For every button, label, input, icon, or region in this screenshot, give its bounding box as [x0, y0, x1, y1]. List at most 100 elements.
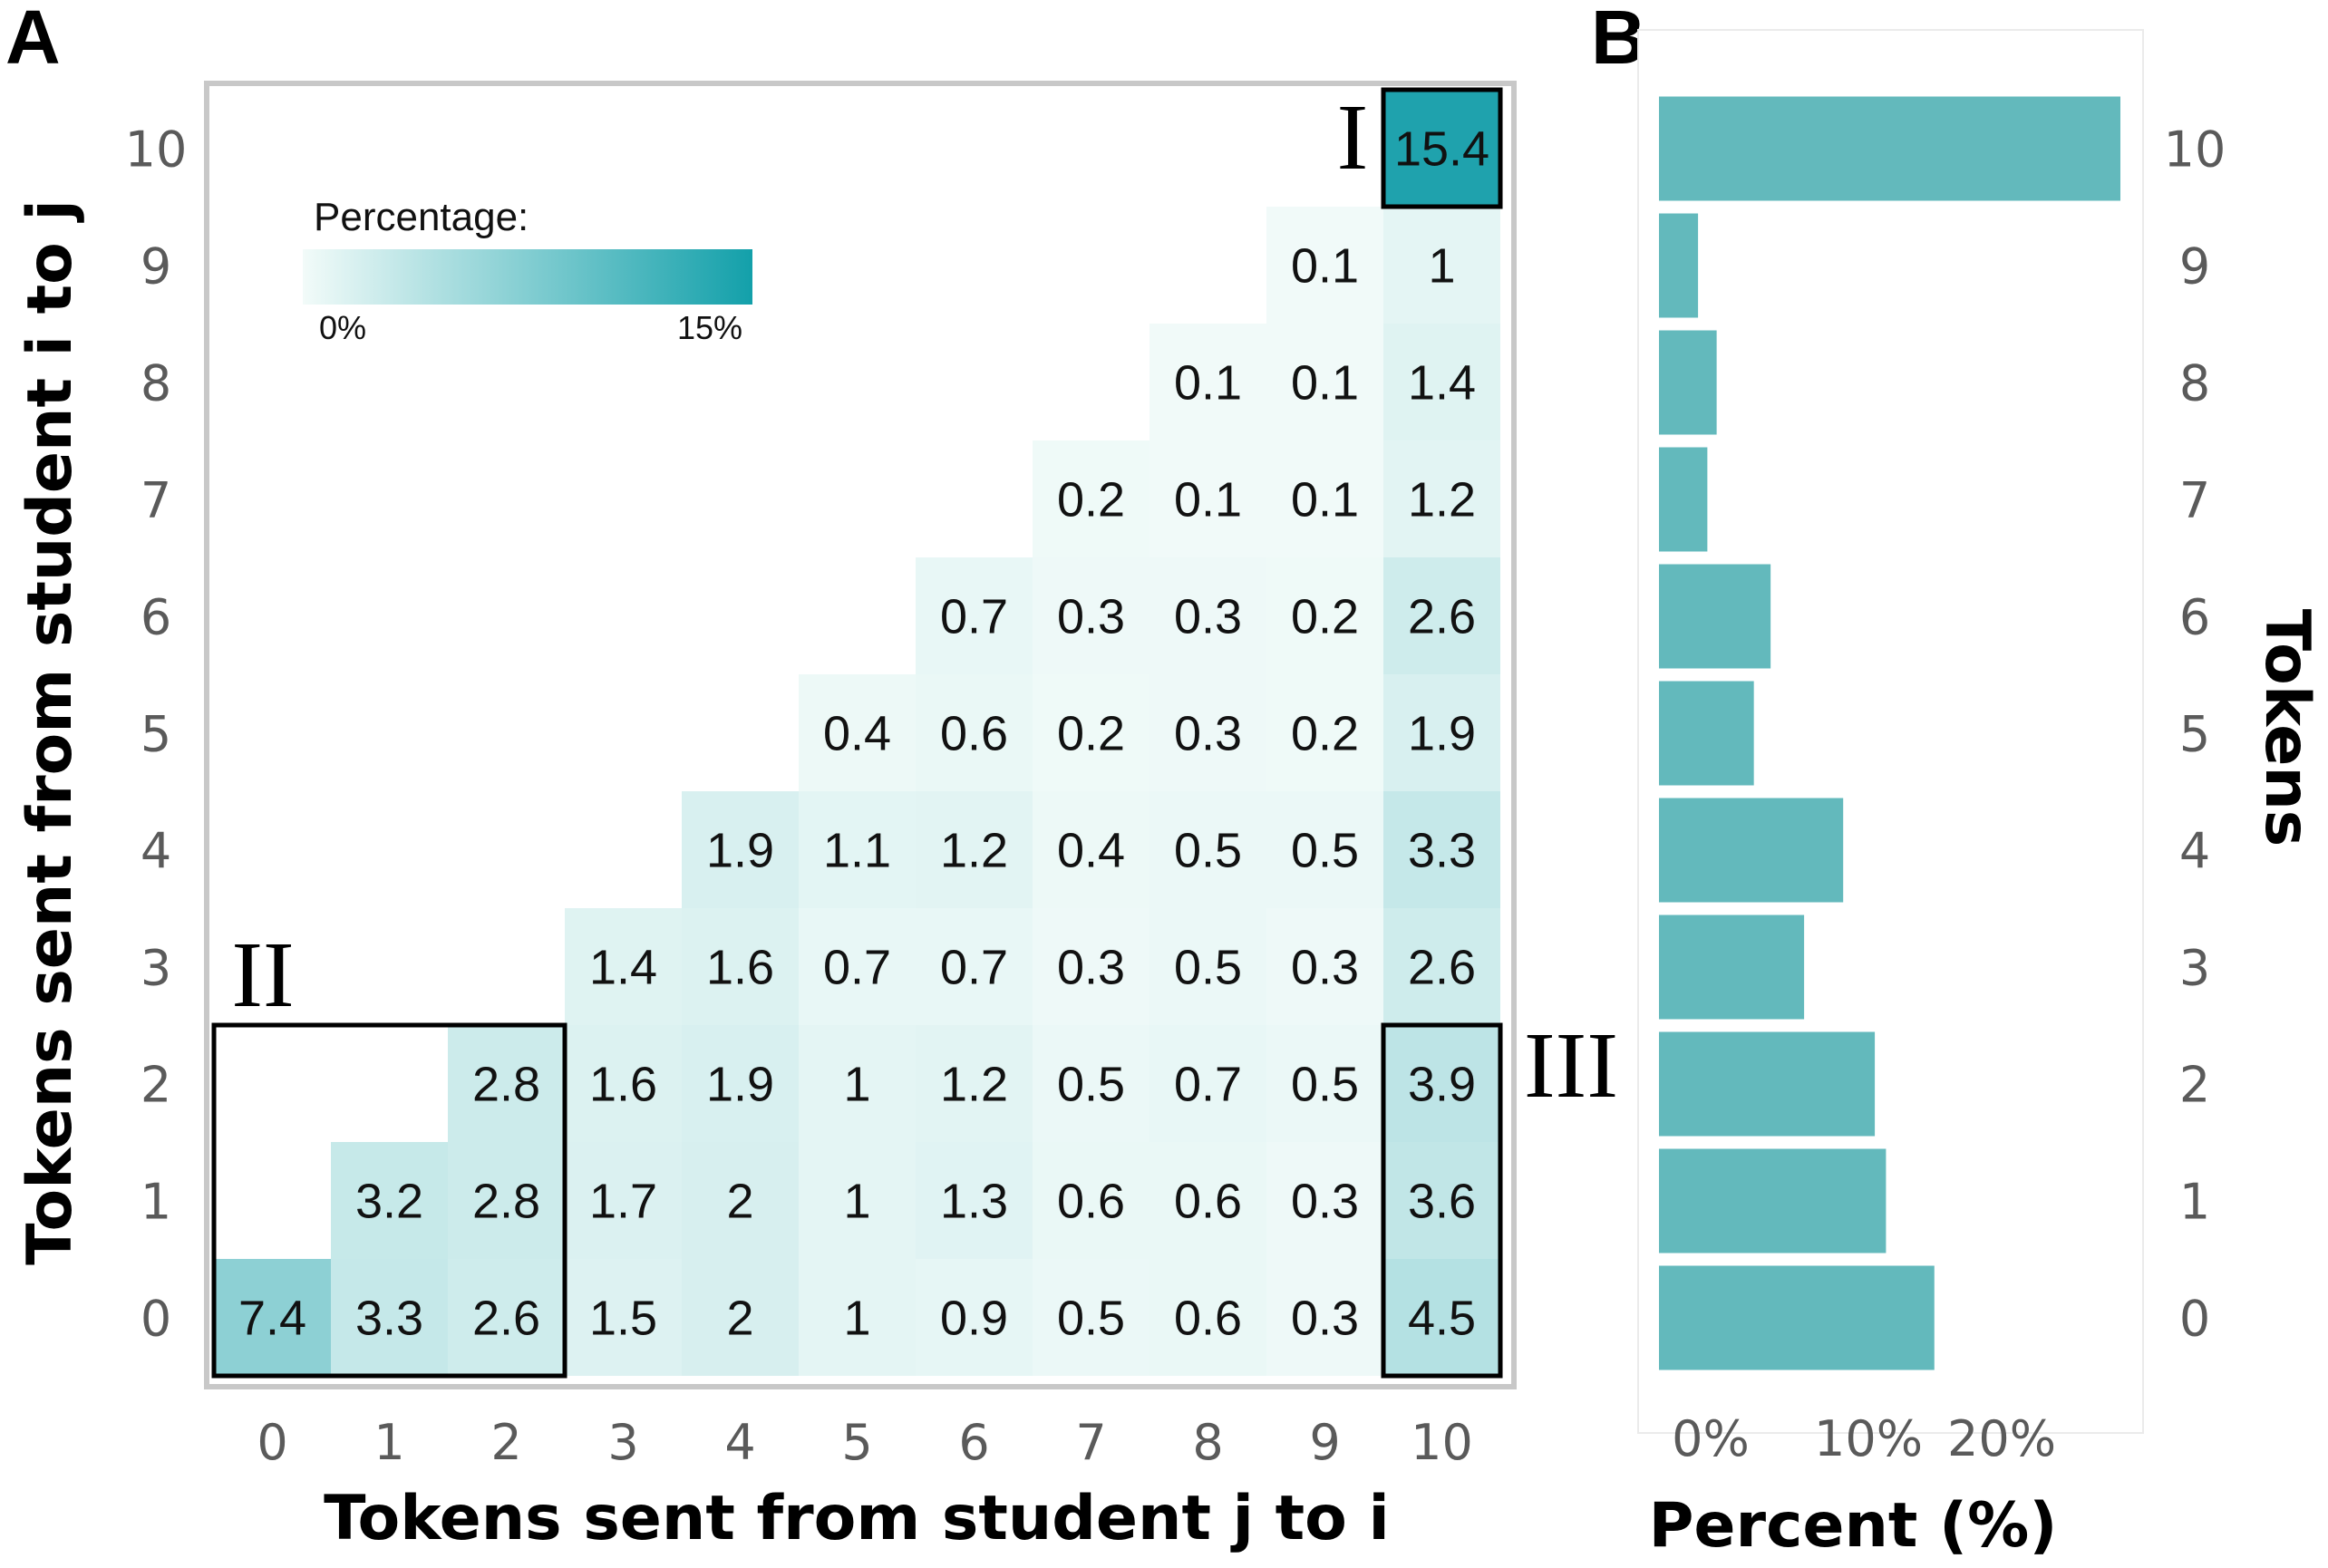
heatmap-cell-label: 0.5 [1174, 824, 1242, 878]
heatmap-cell-label: 2.6 [1408, 941, 1476, 995]
bar-y-tick-label: 9 [2179, 238, 2210, 295]
heatmap-cell [1383, 207, 1500, 324]
heatmap-cell [1266, 1025, 1383, 1142]
heatmap-cell [1266, 1142, 1383, 1259]
bar-x-ticks: 0% 10% 20% [1672, 1410, 2056, 1467]
heatmap-cell-label: 0.3 [1291, 941, 1359, 995]
heatmap-y-tick-label: 10 [125, 121, 188, 179]
heatmap-cell [799, 1025, 916, 1142]
heatmap-cell-label: 0.3 [1174, 707, 1242, 761]
heatmap-cell-label: 1.7 [589, 1175, 657, 1229]
heatmap-cell [1383, 1142, 1500, 1259]
heatmap-x-tick-label: 6 [958, 1414, 989, 1471]
bar-y-tick-label: 7 [2179, 472, 2210, 529]
bar-y-tick-label: 0 [2179, 1291, 2210, 1348]
bar-tokens-9 [1659, 213, 1699, 318]
heatmap-cell-label: 1 [843, 1175, 870, 1229]
heatmap-x-tick-label: 5 [841, 1414, 872, 1471]
heatmap-cell [682, 1259, 799, 1376]
bar-tokens-6 [1659, 564, 1771, 669]
heatmap-cell-label: 2.6 [472, 1292, 540, 1346]
bar-tokens-0 [1659, 1265, 1935, 1370]
heatmap-cell-label: 0.1 [1291, 356, 1359, 411]
heatmap-cell-label: 2.6 [1408, 590, 1476, 644]
heatmap-cell-label: 0.5 [1291, 824, 1359, 878]
heatmap-cell [1383, 908, 1500, 1025]
heatmap-cell-label: 3.9 [1408, 1058, 1476, 1112]
heatmap-cell [1266, 791, 1383, 908]
heatmap-cell [1383, 674, 1500, 791]
heatmap-cell-label: 1.4 [589, 941, 657, 995]
bar-tokens-3 [1659, 915, 1805, 1020]
heatmap-cell [1383, 440, 1500, 557]
heatmap-cell [448, 1025, 565, 1142]
heatmap-cell [916, 791, 1033, 908]
heatmap-cell [1033, 791, 1149, 908]
heatmap-cell [1149, 908, 1266, 1025]
heatmap-cell-label: 1.9 [706, 824, 774, 878]
heatmap-cell-label: 0.1 [1291, 473, 1359, 528]
heatmap-y-tick-label: 6 [141, 589, 171, 646]
heatmap-cell [799, 674, 916, 791]
heatmap-cell-label: 7.4 [238, 1292, 306, 1346]
heatmap-cell-label: 1.5 [589, 1292, 657, 1346]
heatmap-x-tick-label: 2 [490, 1414, 521, 1471]
heatmap-cell [1266, 557, 1383, 674]
heatmap-x-tick-label: 0 [257, 1414, 287, 1471]
heatmap-y-ticks: 0 1 2 3 4 5 6 7 8 9 10 [125, 121, 188, 1348]
heatmap-cell [682, 908, 799, 1025]
heatmap-x-tick-label: 8 [1192, 1414, 1223, 1471]
heatmap-x-tick-label: 10 [1411, 1414, 1473, 1471]
heatmap-cell [1149, 1142, 1266, 1259]
heatmap-cell-label: 3.3 [355, 1292, 423, 1346]
heatmap-cell-label: 0.6 [940, 707, 1008, 761]
heatmap-cell-label: 0.7 [940, 941, 1008, 995]
heatmap-cell [1383, 791, 1500, 908]
heatmap-cell-label: 1 [1428, 239, 1455, 294]
bar-series [1659, 96, 2120, 1370]
heatmap-cell-label: 1.9 [1408, 707, 1476, 761]
heatmap-cell-label: 0.3 [1057, 941, 1125, 995]
heatmap-cell-label: 0.1 [1174, 356, 1242, 411]
heatmap-cell [1383, 90, 1500, 207]
heatmap-cell-label: 0.2 [1057, 707, 1125, 761]
heatmap-cell [682, 1142, 799, 1259]
heatmap-cell-label: 0.3 [1057, 590, 1125, 644]
heatmap-cell-label: 0.7 [940, 590, 1008, 644]
heatmap-cell [1033, 674, 1149, 791]
heatmap-cell [1266, 324, 1383, 440]
heatmap-cell-label: 0.2 [1057, 473, 1125, 528]
annotation-iii: III [1524, 1013, 1618, 1118]
heatmap-x-ticks: 0 1 2 3 4 5 6 7 8 9 10 [257, 1414, 1473, 1471]
heatmap-cell [1383, 1259, 1500, 1376]
heatmap-cell [565, 1025, 682, 1142]
heatmap-cell-label: 0.4 [823, 707, 891, 761]
heatmap-cell [799, 1259, 916, 1376]
bar-y-axis-title: Tokens [2251, 609, 2323, 847]
bar-x-tick-label: 10% [1814, 1410, 1923, 1467]
heatmap-x-tick-label: 1 [373, 1414, 404, 1471]
heatmap-y-tick-label: 9 [141, 238, 171, 295]
heatmap-cell-label: 0.9 [940, 1292, 1008, 1346]
heatmap-cell [448, 1142, 565, 1259]
heatmap-cell [1033, 1259, 1149, 1376]
heatmap-cell [916, 1142, 1033, 1259]
bar-tokens-2 [1659, 1031, 1876, 1137]
heatmap-cell-label: 0.7 [1174, 1058, 1242, 1112]
heatmap-cell-label: 0.6 [1174, 1175, 1242, 1229]
heatmap-cell [565, 1259, 682, 1376]
heatmap-y-tick-label: 3 [141, 940, 171, 997]
heatmap-cell [1149, 440, 1266, 557]
heatmap-cell-label: 1.6 [589, 1058, 657, 1112]
heatmap-cell-label: 0.7 [823, 941, 891, 995]
heatmap-cell-label: 0.2 [1291, 590, 1359, 644]
heatmap-cell-label: 1.4 [1408, 356, 1476, 411]
heatmap-cell [916, 557, 1033, 674]
heatmap-cell [1266, 1259, 1383, 1376]
bar-tokens-4 [1659, 798, 1844, 903]
legend-min-label: 0% [319, 309, 366, 346]
heatmap-y-tick-label: 5 [141, 706, 171, 763]
heatmap-cell [799, 908, 916, 1025]
heatmap-cell-label: 0.5 [1291, 1058, 1359, 1112]
heatmap-cell [565, 1142, 682, 1259]
